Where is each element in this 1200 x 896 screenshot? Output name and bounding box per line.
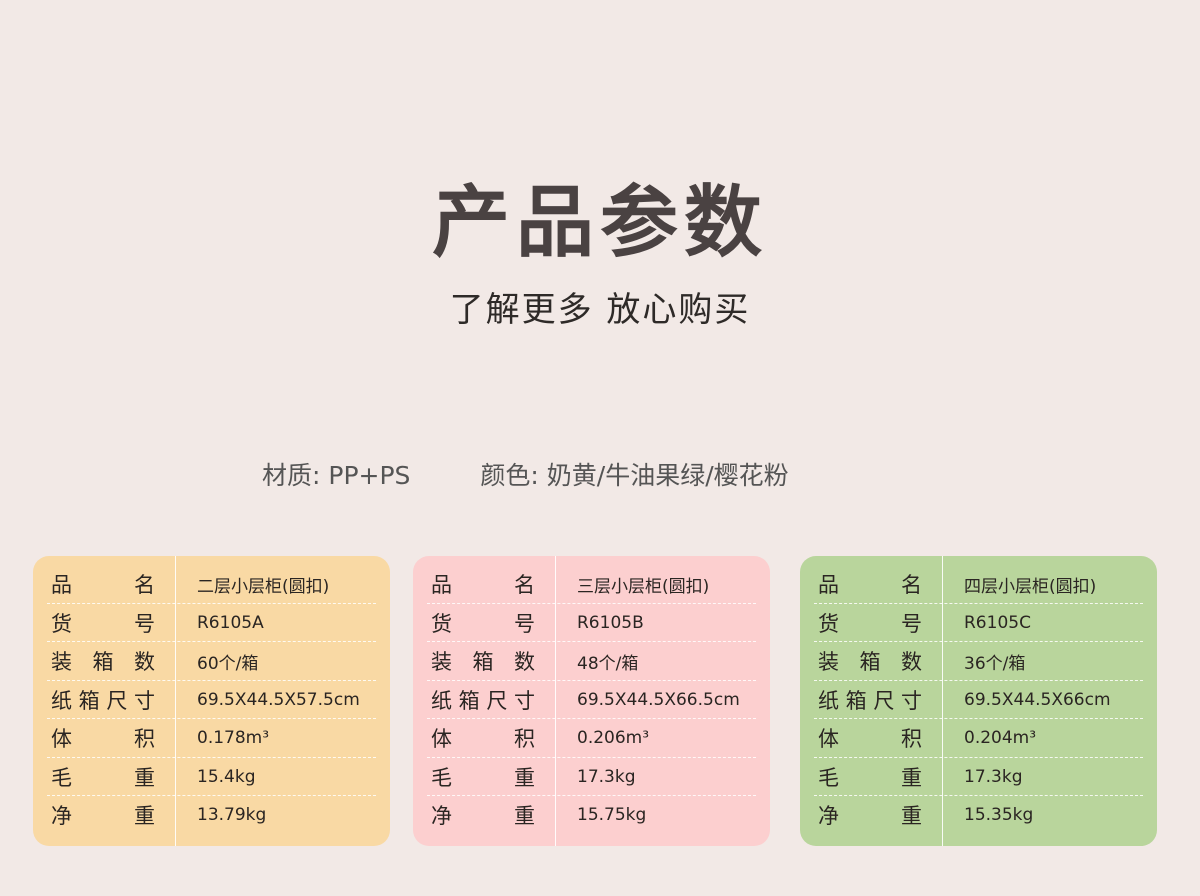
- divider: [555, 556, 556, 846]
- spec-label: 净重: [431, 804, 535, 829]
- spec-label: 体积: [818, 727, 922, 752]
- spec-label: 毛重: [51, 765, 155, 790]
- spec-label: 装箱数: [818, 650, 922, 675]
- spec-row: 毛重 17.3kg: [413, 758, 770, 797]
- spec-label: 纸箱尺寸: [51, 688, 155, 713]
- spec-label: 毛重: [431, 765, 535, 790]
- spec-value: 三层小层柜(圆扣): [577, 576, 710, 597]
- spec-row: 货号 R6105A: [33, 604, 390, 643]
- spec-row: 货号 R6105B: [413, 604, 770, 643]
- spec-row: 装箱数 60个/箱: [33, 642, 390, 681]
- spec-value: 60个/箱: [197, 653, 259, 674]
- spec-label: 净重: [51, 804, 155, 829]
- material-text: 材质: PP+PS: [262, 461, 411, 490]
- spec-label: 毛重: [818, 765, 922, 790]
- spec-label: 品名: [431, 573, 535, 598]
- divider: [175, 556, 176, 846]
- spec-label: 货号: [431, 611, 535, 636]
- spec-value: 二层小层柜(圆扣): [197, 576, 330, 597]
- spec-label: 货号: [51, 611, 155, 636]
- spec-row: 品名 四层小层柜(圆扣): [800, 565, 1157, 604]
- spec-label: 装箱数: [51, 650, 155, 675]
- spec-value: 0.204m³: [964, 728, 1037, 749]
- spec-value: R6105C: [964, 612, 1031, 633]
- spec-row: 装箱数 48个/箱: [413, 642, 770, 681]
- spec-label: 货号: [818, 611, 922, 636]
- spec-value: 四层小层柜(圆扣): [964, 576, 1097, 597]
- spec-label: 装箱数: [431, 650, 535, 675]
- spec-label: 纸箱尺寸: [431, 688, 535, 713]
- spec-label: 净重: [818, 804, 922, 829]
- spec-value: 48个/箱: [577, 653, 639, 674]
- spec-value: 36个/箱: [964, 653, 1026, 674]
- spec-label: 纸箱尺寸: [818, 688, 922, 713]
- spec-value: 0.178m³: [197, 728, 270, 749]
- spec-card: 品名 三层小层柜(圆扣) 货号 R6105B 装箱数 48个/箱纸箱尺寸 69.5X44.5…: [413, 556, 770, 846]
- spec-value: 69.5X44.5X66.5cm: [577, 689, 740, 710]
- page-subtitle: 了解更多 放心购买: [449, 290, 751, 330]
- spec-row: 品名 二层小层柜(圆扣): [33, 565, 390, 604]
- spec-value: 69.5X44.5X66cm: [964, 689, 1111, 710]
- spec-label: 品名: [51, 573, 155, 598]
- spec-value: R6105A: [197, 612, 264, 633]
- spec-row: 毛重 17.3kg: [800, 758, 1157, 797]
- spec-label: 体积: [51, 727, 155, 752]
- spec-value: 15.75kg: [577, 805, 647, 826]
- spec-row: 体积 0.206m³: [413, 719, 770, 758]
- spec-value: R6105B: [577, 612, 644, 633]
- spec-card: 品名 四层小层柜(圆扣) 货号 R6105C 装箱数 36个/箱纸箱尺寸 69.5X44.5…: [800, 556, 1157, 846]
- spec-value: 15.4kg: [197, 766, 256, 787]
- spec-row: 纸箱尺寸 69.5X44.5X66cm: [800, 681, 1157, 720]
- colors-text: 颜色: 奶黄/牛油果绿/樱花粉: [480, 461, 789, 490]
- spec-row: 毛重 15.4kg: [33, 758, 390, 797]
- spec-label: 品名: [818, 573, 922, 598]
- spec-row: 装箱数 36个/箱: [800, 642, 1157, 681]
- spec-row: 体积 0.204m³: [800, 719, 1157, 758]
- spec-row: 纸箱尺寸 69.5X44.5X66.5cm: [413, 681, 770, 720]
- spec-value: 15.35kg: [964, 805, 1034, 826]
- spec-row: 货号 R6105C: [800, 604, 1157, 643]
- spec-row: 纸箱尺寸 69.5X44.5X57.5cm: [33, 681, 390, 720]
- spec-value: 17.3kg: [964, 766, 1023, 787]
- spec-row: 体积 0.178m³: [33, 719, 390, 758]
- spec-label: 体积: [431, 727, 535, 752]
- spec-value: 69.5X44.5X57.5cm: [197, 689, 360, 710]
- divider: [942, 556, 943, 846]
- spec-value: 0.206m³: [577, 728, 650, 749]
- spec-value: 13.79kg: [197, 805, 267, 826]
- spec-row: 净重 15.75kg: [413, 796, 770, 835]
- spec-row: 净重 15.35kg: [800, 796, 1157, 835]
- material-color-info: 材质: PP+PS 颜色: 奶黄/牛油果绿/樱花粉: [262, 456, 789, 492]
- spec-row: 品名 三层小层柜(圆扣): [413, 565, 770, 604]
- page-title: 产品参数: [431, 178, 768, 268]
- spec-card: 品名 二层小层柜(圆扣) 货号 R6105A 装箱数 60个/箱纸箱尺寸 69.5X44.5…: [33, 556, 390, 846]
- spec-row: 净重 13.79kg: [33, 796, 390, 835]
- spec-value: 17.3kg: [577, 766, 636, 787]
